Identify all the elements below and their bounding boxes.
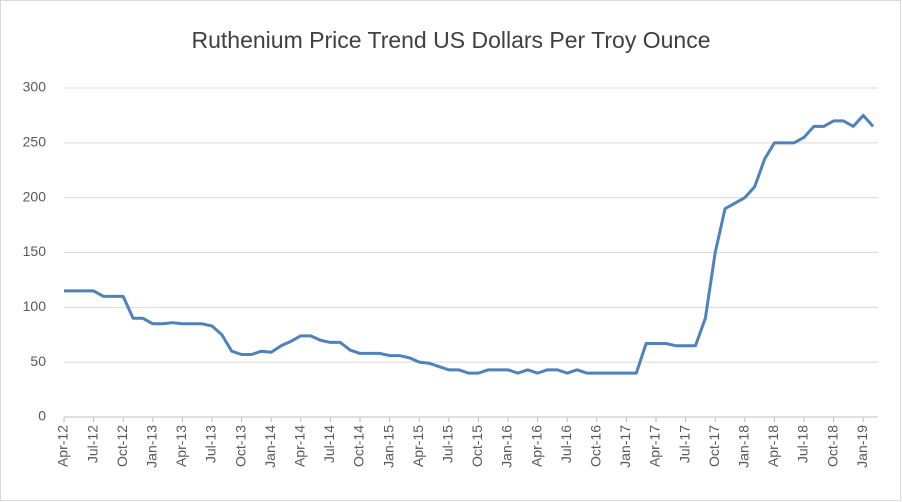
x-tick-label: Jan-18 [736,425,752,468]
y-tick-label: 100 [23,298,47,314]
x-tick-label: Jul-16 [558,425,574,463]
y-tick-label: 150 [23,243,47,259]
x-tick-label: Apr-15 [410,425,426,467]
x-tick-label: Jan-17 [617,425,633,468]
x-tick-label: Jan-14 [262,425,278,468]
y-tick-label: 250 [23,134,47,150]
x-tick-label: Jul-15 [440,425,456,463]
x-tick-label: Oct-14 [351,425,367,467]
chart-title: Ruthenium Price Trend US Dollars Per Tro… [192,27,711,53]
x-tick-label: Apr-13 [173,425,189,467]
x-tick-label: Oct-18 [824,425,840,467]
line-series [64,113,875,375]
x-tick-label: Apr-16 [528,425,544,467]
x-tick-label: Oct-16 [588,425,604,467]
x-tick-label: Jul-12 [84,425,100,463]
x-tick-label: Jul-14 [321,425,337,463]
y-tick-label: 0 [38,408,46,424]
x-tick-label: Oct-13 [232,425,248,467]
x-tick-label: Jan-13 [144,425,160,468]
x-tick-label: Oct-15 [469,425,485,467]
y-tick-label: 200 [23,188,47,204]
x-tick-label: Oct-12 [114,425,130,467]
x-tick-label: Jul-13 [203,425,219,463]
x-tick-label: Jul-18 [795,425,811,463]
y-tick-label: 300 [23,79,47,95]
x-tick-label: Jan-19 [854,425,870,468]
x-tick-label: Apr-12 [55,425,71,467]
x-tick-label: Oct-17 [706,425,722,467]
x-tick-label: Apr-14 [292,425,308,467]
x-tick-label: Jan-15 [380,425,396,468]
x-tick-label: Jul-17 [676,425,692,463]
y-tick-label: 50 [30,353,46,369]
x-tick-label: Jan-16 [499,425,515,468]
x-tick-label: Apr-18 [765,425,781,467]
x-tick-label: Apr-17 [647,425,663,467]
